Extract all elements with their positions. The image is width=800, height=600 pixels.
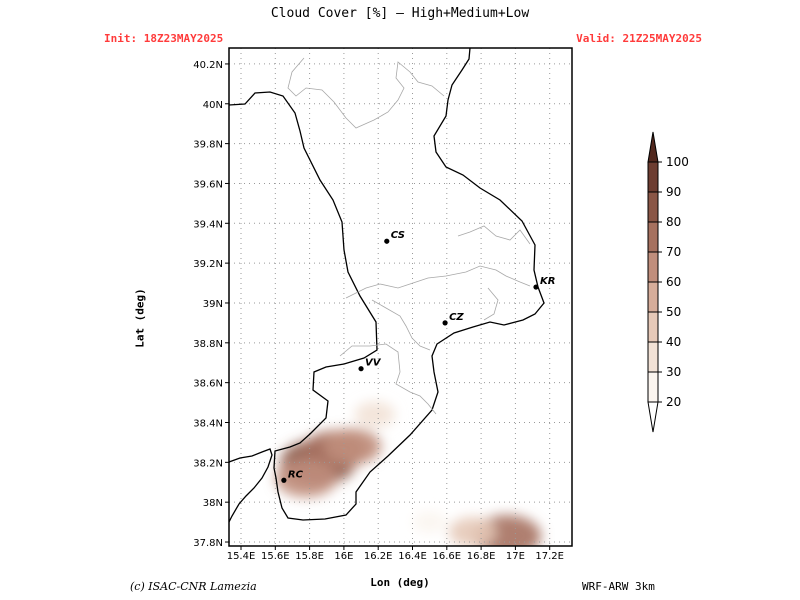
cloud-cell <box>275 459 337 498</box>
colorbar-segment <box>647 161 659 193</box>
y-axis-label: Lat (deg) <box>133 288 147 348</box>
colorbar-label: 50 <box>666 305 681 319</box>
x-tick-label: 16E <box>334 551 353 562</box>
colorbar-segment <box>647 191 659 223</box>
city-label: CZ <box>449 312 464 323</box>
y-tick-label: 39.2N <box>193 259 223 270</box>
city-label: CS <box>391 230 405 241</box>
colorbar-label: 30 <box>666 365 681 379</box>
cloud-cell <box>323 428 382 465</box>
colorbar-label: 60 <box>666 275 681 289</box>
colorbar-label: 20 <box>666 395 681 409</box>
cloud-cell <box>412 511 447 534</box>
cloud-cell <box>354 401 396 428</box>
city-label: KR <box>540 276 555 287</box>
colorbar-segment <box>647 371 659 403</box>
colorbar-segment <box>647 341 659 373</box>
x-tick-label: 16.4E <box>398 551 427 562</box>
cloud-cell <box>448 517 497 546</box>
x-tick-label: 16.2E <box>364 551 393 562</box>
valid-time: Valid: 21Z25MAY2025 <box>576 32 702 45</box>
city-marker <box>358 366 364 372</box>
colorbar-segment <box>647 311 659 343</box>
colorbar-label: 80 <box>666 215 681 229</box>
x-tick-label: 15.6E <box>261 551 290 562</box>
colorbar-segment <box>647 281 659 313</box>
city-marker <box>281 477 287 483</box>
coastline <box>229 48 545 521</box>
y-tick-label: 38.8N <box>193 339 223 350</box>
city-marker <box>533 284 539 290</box>
city-label: RC <box>288 469 304 480</box>
y-tick-label: 40N <box>203 100 223 111</box>
province-border <box>371 299 431 351</box>
x-tick-label: 16.8E <box>467 551 496 562</box>
y-tick-label: 39.4N <box>193 219 223 230</box>
province-border <box>287 57 445 129</box>
credit-text: (c) ISAC-CNR Lamezia <box>130 580 257 593</box>
init-time: Init: 18Z23MAY2025 <box>104 32 224 45</box>
model-label: WRF-ARW 3km <box>582 580 655 593</box>
y-tick-label: 38.2N <box>193 458 223 469</box>
x-tick-label: 15.4E <box>227 551 256 562</box>
plot-frame <box>228 47 573 547</box>
colorbar-min-arrow <box>647 401 659 433</box>
y-tick-label: 39.8N <box>193 140 223 151</box>
province-border <box>339 343 437 415</box>
city-marker <box>442 320 448 326</box>
y-tick-label: 39N <box>203 299 223 310</box>
colorbar-label: 90 <box>666 185 681 199</box>
city-label: VV <box>365 358 382 369</box>
colorbar-label: 70 <box>666 245 681 259</box>
colorbar-segment <box>647 221 659 253</box>
y-tick-label: 37.8N <box>193 538 223 549</box>
y-tick-label: 38.6N <box>193 379 223 390</box>
x-tick-label: 16.6E <box>433 551 462 562</box>
x-tick-label: 15.8E <box>295 551 324 562</box>
province-border <box>345 265 531 299</box>
x-tick-label: 17E <box>506 551 525 562</box>
colorbar-label: 100 <box>666 155 689 169</box>
y-tick-label: 38N <box>203 498 223 509</box>
province-border <box>457 225 531 245</box>
sicily-coast <box>229 448 273 523</box>
y-tick-label: 39.6N <box>193 179 223 190</box>
colorbar-label: 40 <box>666 335 681 349</box>
colorbar-max-arrow <box>647 131 659 163</box>
y-tick-label: 40.2N <box>193 60 223 71</box>
y-tick-label: 38.4N <box>193 418 223 429</box>
province-border <box>483 287 499 321</box>
x-axis-label: Lon (deg) <box>370 576 430 589</box>
x-tick-label: 17.2E <box>535 551 564 562</box>
city-marker <box>384 238 390 244</box>
colorbar-segment <box>647 251 659 283</box>
chart-title: Cloud Cover [%] — High+Medium+Low <box>270 6 530 21</box>
